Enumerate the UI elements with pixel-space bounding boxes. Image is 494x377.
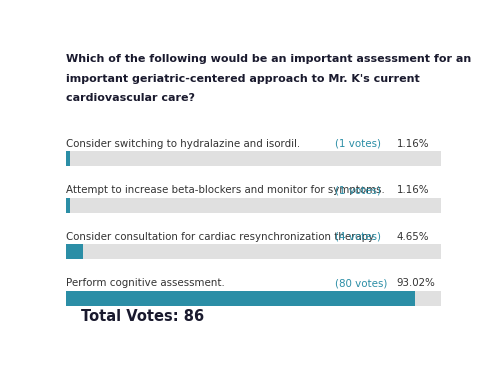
Text: 4.65%: 4.65%: [397, 232, 429, 242]
FancyBboxPatch shape: [66, 244, 83, 259]
FancyBboxPatch shape: [66, 291, 441, 306]
Text: Attempt to increase beta-blockers and monitor for symptoms.: Attempt to increase beta-blockers and mo…: [66, 185, 384, 195]
Text: 1.16%: 1.16%: [397, 185, 429, 195]
FancyBboxPatch shape: [66, 198, 441, 213]
FancyBboxPatch shape: [66, 151, 70, 166]
Text: Consider consultation for cardiac resynchronization therapy.: Consider consultation for cardiac resync…: [66, 232, 375, 242]
Text: Total Votes: 86: Total Votes: 86: [81, 309, 204, 324]
Text: Perform cognitive assessment.: Perform cognitive assessment.: [66, 278, 224, 288]
Text: cardiovascular care?: cardiovascular care?: [66, 93, 195, 103]
Text: (1 votes): (1 votes): [335, 139, 381, 149]
Text: Consider switching to hydralazine and isordil.: Consider switching to hydralazine and is…: [66, 139, 300, 149]
Text: (80 votes): (80 votes): [335, 278, 388, 288]
FancyBboxPatch shape: [66, 198, 70, 213]
Text: (1 votes): (1 votes): [335, 185, 381, 195]
Text: (4 votes): (4 votes): [335, 232, 381, 242]
FancyBboxPatch shape: [66, 151, 441, 166]
Text: 1.16%: 1.16%: [397, 139, 429, 149]
FancyBboxPatch shape: [66, 291, 414, 306]
Text: Which of the following would be an important assessment for an: Which of the following would be an impor…: [66, 54, 471, 64]
Text: 93.02%: 93.02%: [397, 278, 436, 288]
FancyBboxPatch shape: [66, 244, 441, 259]
Text: important geriatric-centered approach to Mr. K's current: important geriatric-centered approach to…: [66, 74, 419, 84]
